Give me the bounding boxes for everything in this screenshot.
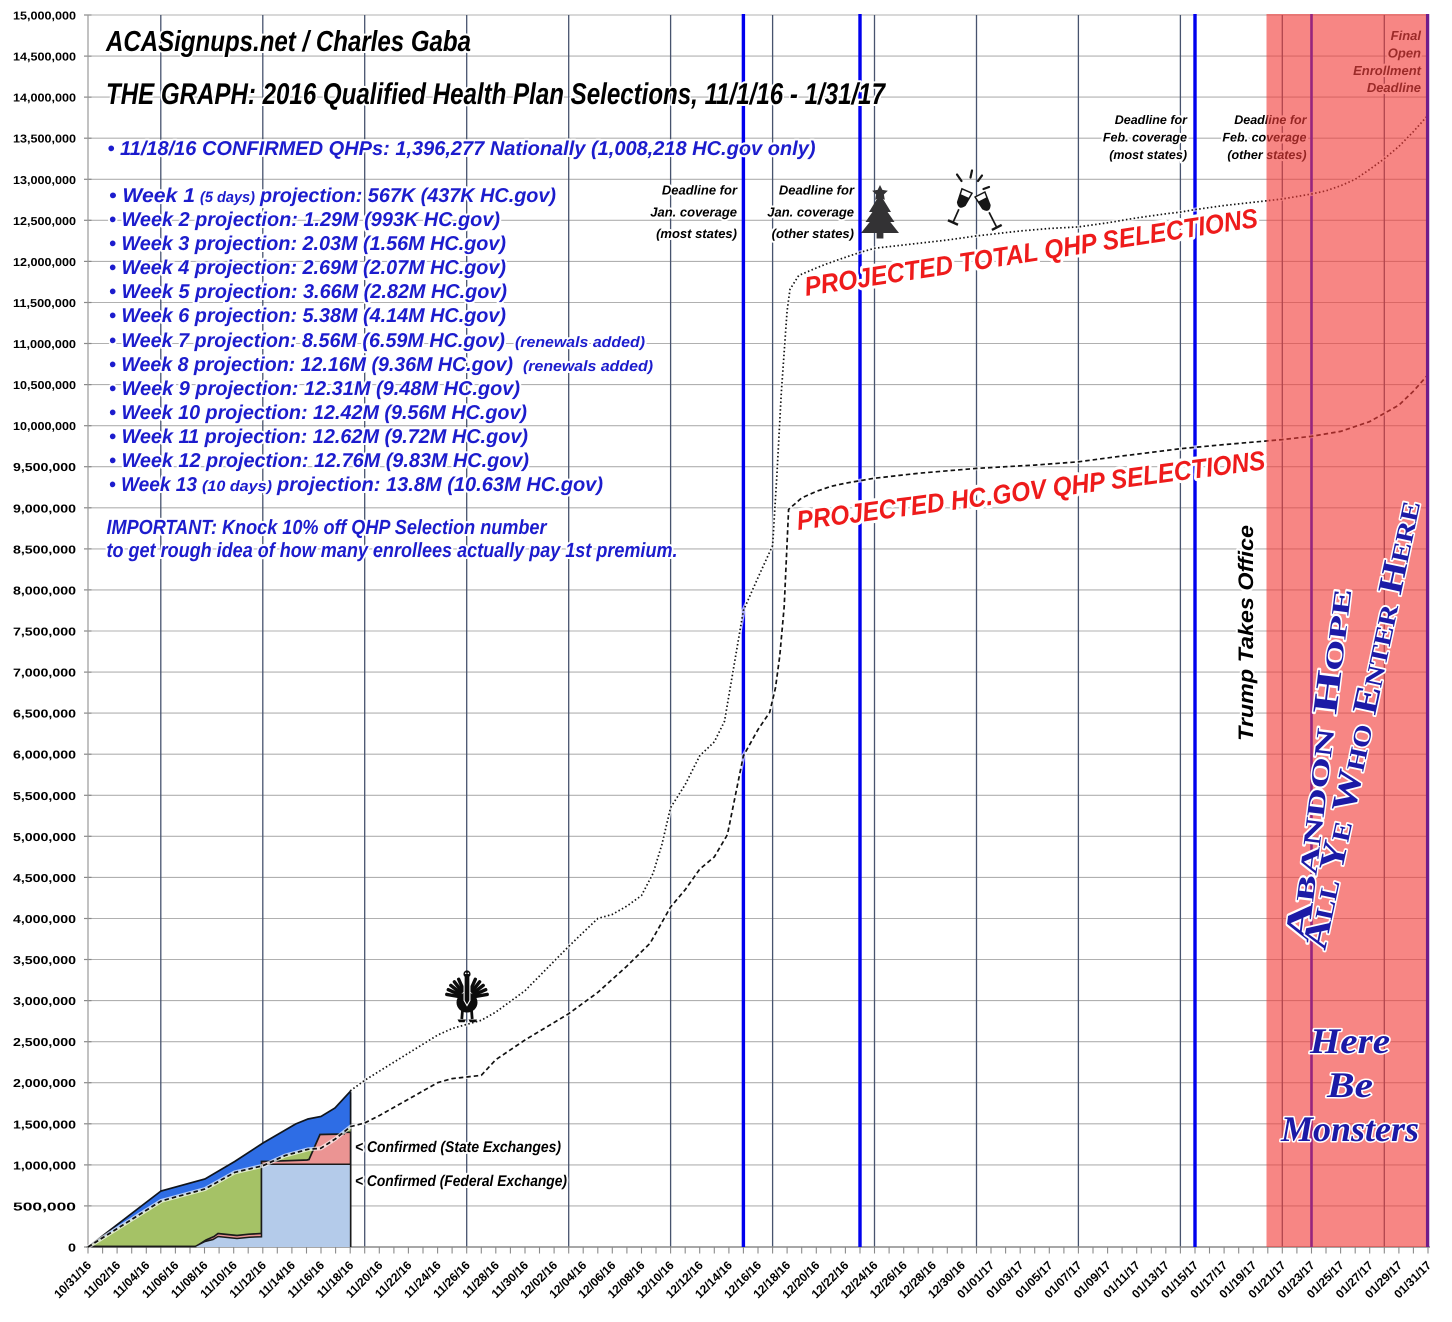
svg-text:12,000,000: 12,000,000 xyxy=(13,257,76,269)
svg-text:• Week 4 projection: 2.69M (2.: • Week 4 projection: 2.69M (2.07M HC.gov… xyxy=(109,257,506,279)
svg-text:14,500,000: 14,500,000 xyxy=(13,52,76,64)
svg-text:14,000,000: 14,000,000 xyxy=(13,93,76,105)
svg-text:1,500,000: 1,500,000 xyxy=(13,1119,76,1131)
svg-text:Jan. coverage: Jan. coverage xyxy=(650,204,737,219)
svg-text:Here: Here xyxy=(1309,1021,1390,1061)
svg-text:(renewals added): (renewals added) xyxy=(515,334,645,351)
svg-text:Feb. coverage: Feb. coverage xyxy=(1103,130,1187,144)
svg-text:projection: 13.8M (10.63M HC.g: projection: 13.8M (10.63M HC.gov) xyxy=(276,474,603,496)
svg-text:Deadline for: Deadline for xyxy=(779,183,855,198)
svg-text:• Week 2 projection: 1.29M (99: • Week 2 projection: 1.29M (993K HC.gov) xyxy=(109,209,500,231)
svg-text:9,000,000: 9,000,000 xyxy=(13,503,76,515)
svg-text:• Week 13: • Week 13 xyxy=(109,474,197,496)
svg-text:Be: Be xyxy=(1326,1065,1373,1105)
svg-text:• Week 3 projection: 2.03M (1.: • Week 3 projection: 2.03M (1.56M HC.gov… xyxy=(109,233,506,255)
svg-text:• 11/18/16 CONFIRMED QHPs: 1,3: • 11/18/16 CONFIRMED QHPs: 1,396,277 Nat… xyxy=(108,138,816,160)
svg-text:6,000,000: 6,000,000 xyxy=(13,750,76,762)
svg-text:11,500,000: 11,500,000 xyxy=(13,298,76,310)
svg-text:Deadline for: Deadline for xyxy=(662,183,738,198)
svg-text:8,500,000: 8,500,000 xyxy=(13,544,76,556)
svg-text:5,000,000: 5,000,000 xyxy=(13,832,76,844)
svg-text:• Week 9 projection: 12.31M (9: • Week 9 projection: 12.31M (9.48M HC.go… xyxy=(109,378,520,400)
svg-text:THE GRAPH: 2016 Qualified Heal: THE GRAPH: 2016 Qualified Health Plan Se… xyxy=(106,78,886,111)
svg-text:2,000,000: 2,000,000 xyxy=(13,1078,76,1090)
svg-text:projection: 567K (437K HC.gov): projection: 567K (437K HC.gov) xyxy=(259,185,556,207)
svg-text:3,500,000: 3,500,000 xyxy=(13,955,76,967)
svg-text:4,000,000: 4,000,000 xyxy=(13,914,76,926)
svg-text:8,000,000: 8,000,000 xyxy=(13,585,76,597)
svg-text:(most states): (most states) xyxy=(1109,148,1187,162)
svg-text:7,500,000: 7,500,000 xyxy=(13,627,76,639)
svg-text:15,000,000: 15,000,000 xyxy=(13,11,76,23)
svg-text:• Week 5 projection: 3.66M (2.: • Week 5 projection: 3.66M (2.82M HC.gov… xyxy=(109,281,507,303)
svg-text:10,500,000: 10,500,000 xyxy=(13,380,76,392)
svg-text:Trump Takes Office: Trump Takes Office xyxy=(1235,525,1258,741)
svg-text:ACASignups.net / Charles Gaba: ACASignups.net / Charles Gaba xyxy=(105,26,471,58)
svg-text:• Week 7 projection: 8.56M (6.: • Week 7 projection: 8.56M (6.59M HC.gov… xyxy=(109,330,505,352)
svg-text:Deadline for: Deadline for xyxy=(1115,113,1188,127)
svg-text:Monsters: Monsters xyxy=(1280,1109,1419,1149)
svg-text:12,500,000: 12,500,000 xyxy=(13,216,76,228)
svg-text:1,000,000: 1,000,000 xyxy=(13,1160,76,1172)
svg-text:500,000: 500,000 xyxy=(13,1201,76,1213)
svg-text:5,500,000: 5,500,000 xyxy=(13,791,76,803)
svg-text:< Confirmed (Federal Exchange): < Confirmed (Federal Exchange) xyxy=(355,1173,567,1190)
svg-text:to get rough idea of how many: to get rough idea of how many enrollees … xyxy=(107,539,678,562)
svg-text:(10 days): (10 days) xyxy=(202,478,272,495)
svg-text:2,500,000: 2,500,000 xyxy=(13,1037,76,1049)
svg-text:• Week 6 projection: 5.38M (4.: • Week 6 projection: 5.38M (4.14M HC.gov… xyxy=(109,305,506,327)
svg-text:• Week 8 projection: 12.16M (9: • Week 8 projection: 12.16M (9.36M HC.go… xyxy=(109,354,513,376)
svg-text:3,000,000: 3,000,000 xyxy=(13,996,76,1008)
svg-text:9,500,000: 9,500,000 xyxy=(13,462,76,474)
svg-text:IMPORTANT: Knock 10% off QHP S: IMPORTANT: Knock 10% off QHP Selection n… xyxy=(107,516,548,539)
svg-text:(other states): (other states) xyxy=(772,226,854,241)
svg-text:(5 days): (5 days) xyxy=(200,189,255,206)
svg-text:13,000,000: 13,000,000 xyxy=(13,175,76,187)
svg-text:• Week 12 projection: 12.76M (: • Week 12 projection: 12.76M (9.83M HC.g… xyxy=(109,450,529,472)
svg-text:(renewals added): (renewals added) xyxy=(523,358,653,375)
svg-text:Jan. coverage: Jan. coverage xyxy=(767,204,854,219)
svg-text:(most states): (most states) xyxy=(656,226,737,241)
svg-text:• Week 1: • Week 1 xyxy=(109,185,195,207)
svg-text:13,500,000: 13,500,000 xyxy=(13,134,76,146)
svg-text:• Week 11 projection: 12.62M (: • Week 11 projection: 12.62M (9.72M HC.g… xyxy=(109,426,528,448)
svg-text:• Week 10 projection: 12.42M (: • Week 10 projection: 12.42M (9.56M HC.g… xyxy=(109,402,527,424)
svg-text:4,500,000: 4,500,000 xyxy=(13,873,76,885)
svg-text:0: 0 xyxy=(68,1243,76,1255)
svg-text:11,000,000: 11,000,000 xyxy=(13,339,76,351)
svg-text:7,000,000: 7,000,000 xyxy=(13,668,76,680)
svg-text:10,000,000: 10,000,000 xyxy=(13,421,76,433)
svg-text:6,500,000: 6,500,000 xyxy=(13,709,76,721)
svg-text:< Confirmed (State Exchanges): < Confirmed (State Exchanges) xyxy=(355,1139,561,1156)
